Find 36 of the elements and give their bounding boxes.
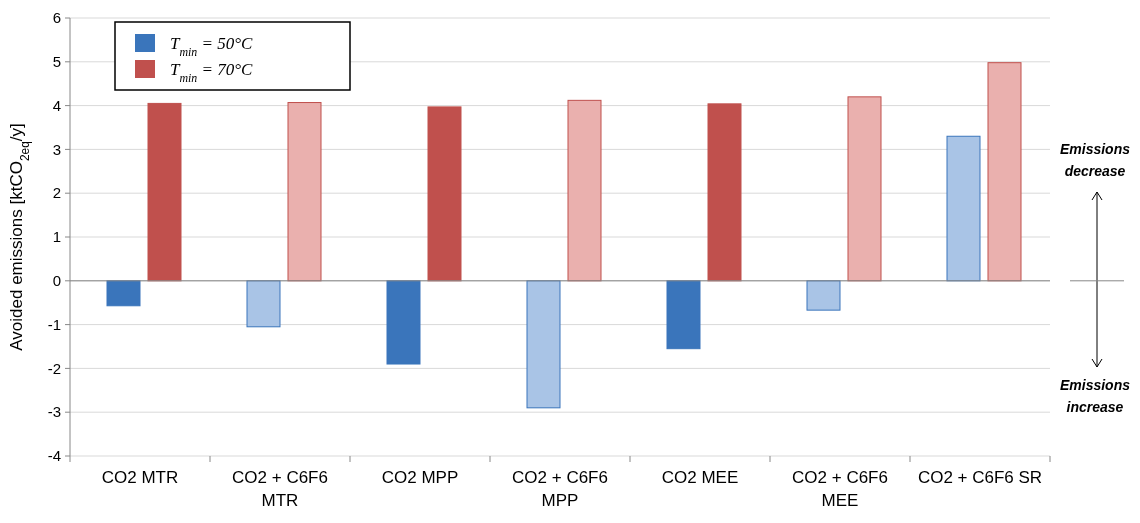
x-tick-label: CO2 + C6F6 MEE <box>792 468 888 510</box>
y-tick-label: 6 <box>52 9 61 27</box>
bar <box>147 102 182 282</box>
bar <box>847 96 882 282</box>
bar <box>427 106 462 282</box>
bar <box>386 280 421 365</box>
bar <box>246 280 281 328</box>
bar <box>987 62 1022 282</box>
x-tick-label: CO2 MPP <box>381 468 459 487</box>
bar <box>946 135 981 282</box>
y-tick-label: -3 <box>47 403 61 421</box>
text: Emissions decrease <box>1059 141 1131 179</box>
bar <box>567 99 602 282</box>
bar <box>806 280 841 311</box>
y-tick-label: 2 <box>52 184 61 202</box>
y-tick-label: -1 <box>47 315 61 333</box>
y-tick-label: 4 <box>52 96 61 114</box>
x-tick-label: CO2 + C6F6 MPP <box>512 468 608 510</box>
bar <box>707 103 742 282</box>
y-tick-label: 0 <box>52 272 61 290</box>
x-tick-label: CO2 + C6F6 MTR <box>232 468 328 510</box>
text: Emissions increase <box>1059 377 1131 415</box>
y-tick-label: 1 <box>52 228 61 246</box>
legend-label: T$_{min}$ = 50°C <box>170 33 254 59</box>
bar <box>106 280 141 307</box>
x-tick-label: CO2 MTR <box>101 468 179 487</box>
legend-label: T$_{min}$ = 70°C <box>170 59 254 85</box>
bar <box>287 102 322 282</box>
bar <box>526 280 561 409</box>
bar <box>666 280 701 350</box>
y-tick-label: -2 <box>47 359 61 377</box>
x-tick-label: CO2 MEE <box>661 468 739 487</box>
y-tick-label: 3 <box>52 140 61 158</box>
y-tick-label: 5 <box>52 53 61 71</box>
x-tick-label: CO2 + C6F6 SR <box>917 468 1043 487</box>
y-tick-label: -4 <box>47 447 61 465</box>
